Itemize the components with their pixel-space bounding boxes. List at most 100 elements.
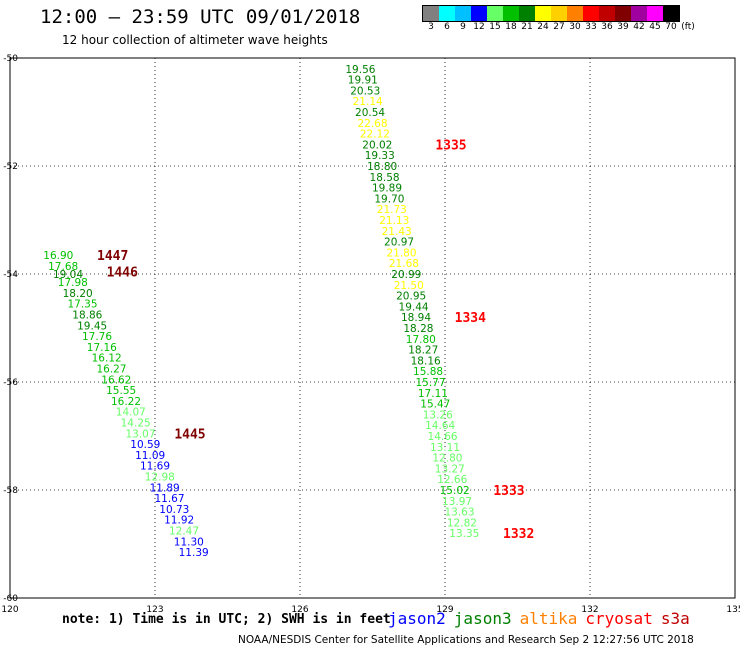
scale-label-9: 9 bbox=[460, 22, 466, 32]
wave-height-value: 12.98 bbox=[145, 472, 175, 484]
scale-label-3: 3 bbox=[428, 22, 434, 32]
scale-swatch-45 bbox=[647, 6, 663, 21]
lon-tick-label: 135 bbox=[726, 605, 740, 615]
wave-height-value: 16.27 bbox=[96, 364, 126, 376]
credit-line: NOAA/NESDIS Center for Satellite Applica… bbox=[238, 634, 694, 646]
wave-height-value: 18.80 bbox=[367, 161, 397, 173]
wave-height-value: 21.68 bbox=[389, 258, 419, 270]
scale-swatch-9 bbox=[455, 6, 471, 21]
wave-height-value: 17.80 bbox=[406, 334, 436, 346]
wave-height-value: 15.77 bbox=[415, 377, 445, 389]
wave-height-value: 16.90 bbox=[43, 250, 73, 262]
wave-height-value: 19.70 bbox=[374, 193, 404, 205]
wave-height-values: 16.9017.6819.0417.9818.2017.3518.8619.45… bbox=[43, 64, 479, 559]
wave-height-value: 21.50 bbox=[394, 280, 424, 292]
wave-height-value: 18.27 bbox=[408, 345, 438, 357]
wave-height-value: 16.12 bbox=[92, 353, 122, 365]
lon-tick-label: 123 bbox=[146, 605, 163, 615]
color-scale bbox=[422, 5, 680, 22]
wave-height-value: 10.59 bbox=[130, 439, 160, 451]
scale-label-18: 18 bbox=[505, 22, 517, 32]
scale-swatch-6 bbox=[439, 6, 455, 21]
wave-height-value: 11.09 bbox=[135, 450, 165, 462]
wave-height-value: 17.68 bbox=[48, 261, 78, 273]
scale-label-42: 42 bbox=[633, 22, 645, 32]
wave-height-value: 13.63 bbox=[444, 507, 474, 519]
wave-height-value: 13.97 bbox=[442, 496, 472, 508]
map-frame bbox=[9, 57, 736, 599]
wave-height-value: 13.26 bbox=[423, 409, 453, 421]
wave-height-value: 15.02 bbox=[440, 485, 470, 497]
scale-label-45: 45 bbox=[649, 22, 661, 32]
legend-jason3: jason3 bbox=[453, 609, 512, 628]
time-label: 1447 bbox=[97, 249, 128, 264]
wave-height-value: 11.69 bbox=[140, 461, 170, 473]
wave-height-value: 10.73 bbox=[159, 504, 189, 516]
scale-swatch-27 bbox=[551, 6, 567, 21]
wave-height-value: 18.94 bbox=[401, 312, 431, 324]
scale-label-24: 24 bbox=[537, 22, 549, 32]
wave-height-value: 14.25 bbox=[121, 418, 151, 430]
scale-swatch-15 bbox=[487, 6, 503, 21]
wave-height-value: 17.11 bbox=[418, 388, 448, 400]
scale-swatch-30 bbox=[567, 6, 583, 21]
lat-tick-label: -50 bbox=[3, 54, 18, 64]
lon-tick-label: 132 bbox=[581, 605, 598, 615]
wave-height-value: 20.95 bbox=[396, 291, 426, 303]
wave-height-value: 13.27 bbox=[435, 463, 465, 475]
wave-height-value: 12.47 bbox=[169, 526, 199, 538]
scale-label-21: 21 bbox=[521, 22, 533, 32]
wave-height-value: 19.45 bbox=[77, 320, 107, 332]
lat-tick-label: -52 bbox=[3, 162, 18, 172]
note-text: note: 1) Time is in UTC; 2) SWH is in fe… bbox=[62, 612, 391, 627]
scale-swatch-21 bbox=[519, 6, 535, 21]
wave-height-value: 13.35 bbox=[449, 528, 479, 540]
map-title: 12:00 – 23:59 UTC 09/01/2018 bbox=[40, 6, 361, 28]
wave-height-value: 18.20 bbox=[63, 288, 93, 300]
scale-swatch-42 bbox=[631, 6, 647, 21]
scale-swatch-70 bbox=[663, 6, 679, 21]
time-label: 1446 bbox=[107, 265, 138, 280]
wave-height-value: 15.88 bbox=[413, 366, 443, 378]
wave-height-value: 21.14 bbox=[353, 96, 383, 108]
map-grid bbox=[9, 57, 736, 599]
lat-tick-label: -60 bbox=[3, 594, 18, 604]
scale-label-27: 27 bbox=[553, 22, 565, 32]
wave-height-value: 19.89 bbox=[372, 183, 402, 195]
map-subtitle: 12 hour collection of altimeter wave hei… bbox=[62, 33, 328, 47]
scale-label-36: 36 bbox=[601, 22, 613, 32]
satellite-legend: jason2 jason3 altika cryosat s3a bbox=[388, 609, 698, 628]
wave-height-value: 20.02 bbox=[362, 139, 392, 151]
wave-height-value: 19.44 bbox=[399, 301, 429, 313]
scale-swatch-3 bbox=[423, 6, 439, 21]
lon-tick-label: 120 bbox=[1, 605, 18, 615]
lon-tick-label: 129 bbox=[436, 605, 453, 615]
time-label: 1335 bbox=[435, 138, 466, 153]
time-label: 1333 bbox=[493, 484, 524, 499]
lat-tick-label: -58 bbox=[3, 486, 18, 496]
scale-swatch-18 bbox=[503, 6, 519, 21]
wave-height-value: 11.67 bbox=[154, 493, 184, 505]
scale-label-12: 12 bbox=[473, 22, 485, 32]
wave-height-value: 18.86 bbox=[72, 310, 102, 322]
wave-height-value: 12.82 bbox=[447, 517, 477, 529]
lon-tick-label: 126 bbox=[291, 605, 308, 615]
legend-jason2: jason2 bbox=[388, 609, 446, 628]
wave-height-value: 11.92 bbox=[164, 515, 194, 527]
wave-height-value: 20.99 bbox=[391, 269, 421, 281]
wave-height-value: 12.80 bbox=[432, 453, 462, 465]
color-scale-labels: 3 6 9 12 15 18 21 24 27 30 33 36 39 42 45 70 (ft) bbox=[422, 22, 740, 34]
wave-height-value: 19.91 bbox=[348, 75, 378, 87]
lat-tick-label: -54 bbox=[3, 270, 18, 280]
time-label: 1334 bbox=[455, 311, 486, 326]
legend-altika: altika bbox=[519, 609, 578, 628]
scale-label-70: 70 bbox=[665, 22, 677, 32]
wave-height-value: 20.97 bbox=[384, 237, 414, 249]
scale-label-39: 39 bbox=[617, 22, 629, 32]
wave-height-value: 12.66 bbox=[437, 474, 467, 486]
wave-height-value: 18.58 bbox=[370, 172, 400, 184]
scale-swatch-33 bbox=[583, 6, 599, 21]
wave-height-value: 21.80 bbox=[386, 247, 416, 259]
scale-label-30: 30 bbox=[569, 22, 581, 32]
